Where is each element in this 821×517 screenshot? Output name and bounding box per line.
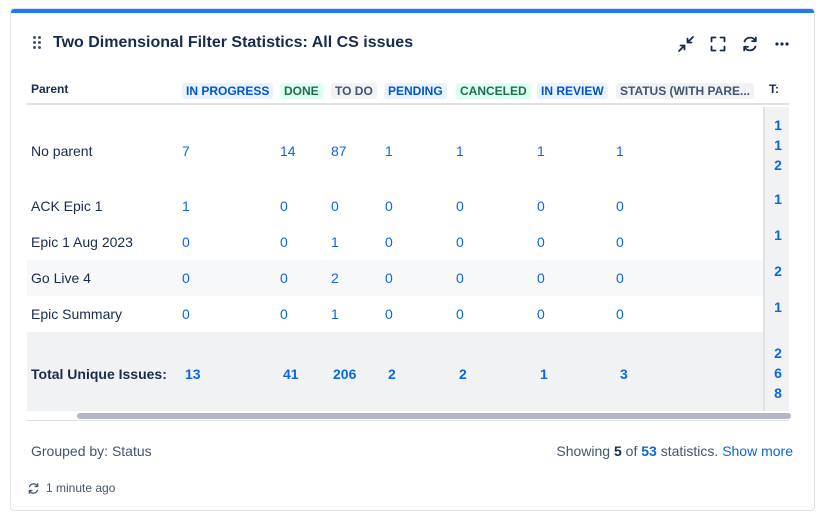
total-value[interactable]: 3 <box>620 366 628 382</box>
cell-value[interactable]: 0 <box>331 198 339 214</box>
cell-value[interactable]: 2 <box>331 270 339 286</box>
scrollbar-thumb[interactable] <box>77 413 791 419</box>
horizontal-scrollbar[interactable] <box>27 411 791 421</box>
cell-value[interactable]: 0 <box>616 198 624 214</box>
row-label: No parent <box>31 143 93 159</box>
row-total-value[interactable]: 1 <box>774 191 782 207</box>
cell-value[interactable]: 0 <box>385 306 393 322</box>
row-total-value[interactable]: 2 <box>774 263 782 279</box>
grand-total-value[interactable]: 268 <box>774 345 782 401</box>
column-header-pending[interactable]: PENDING <box>384 83 447 99</box>
table-row: ACK Epic 1 1 0 0 0 0 0 0 <box>27 188 789 224</box>
cell-value[interactable]: 0 <box>456 234 464 250</box>
table-row: Epic Summary 0 0 1 0 0 0 0 <box>27 296 789 332</box>
totals-label: Total Unique Issues: <box>31 366 167 382</box>
cell-value[interactable]: 0 <box>385 198 393 214</box>
column-header-total: T: <box>769 82 779 96</box>
cell-value[interactable]: 0 <box>456 270 464 286</box>
cell-value[interactable]: 0 <box>537 198 545 214</box>
cell-value[interactable]: 0 <box>456 198 464 214</box>
cell-value[interactable]: 0 <box>182 234 190 250</box>
cell-value[interactable]: 0 <box>456 306 464 322</box>
show-more-link[interactable]: Show more <box>722 443 793 459</box>
cell-value[interactable]: 0 <box>182 306 190 322</box>
last-updated-text: 1 minute ago <box>46 481 116 495</box>
table-row: Epic 1 Aug 2023 0 0 1 0 0 0 0 <box>27 224 789 260</box>
totals-row: Total Unique Issues: 13 41 206 2 2 1 3 <box>27 332 789 411</box>
cell-value[interactable]: 7 <box>182 143 190 159</box>
shown-count: 5 <box>613 443 622 459</box>
last-updated: 1 minute ago <box>27 479 115 497</box>
row-total-value[interactable]: 1 <box>774 227 782 243</box>
table-row: Go Live 4 0 0 2 0 0 0 0 <box>27 260 789 296</box>
column-header-status-with-parent[interactable]: STATUS (WITH PARE... <box>616 83 754 99</box>
row-label: ACK Epic 1 <box>31 198 103 214</box>
cell-value[interactable]: 0 <box>280 198 288 214</box>
cell-value[interactable]: 0 <box>537 270 545 286</box>
cell-value[interactable]: 0 <box>280 306 288 322</box>
cell-value[interactable]: 1 <box>331 306 339 322</box>
table-row: No parent 7 14 87 1 1 1 1 <box>27 107 789 179</box>
more-icon[interactable] <box>771 33 793 55</box>
cell-value[interactable]: 1 <box>537 143 545 159</box>
cell-value[interactable]: 0 <box>385 234 393 250</box>
cell-value[interactable]: 0 <box>280 270 288 286</box>
grouped-by-text: Grouped by: Status <box>31 443 152 459</box>
gadget-header: Two Dimensional Filter Statistics: All C… <box>11 13 814 67</box>
showing-prefix: Showing <box>556 443 611 459</box>
total-value[interactable]: 2 <box>388 366 396 382</box>
cell-value[interactable]: 0 <box>616 270 624 286</box>
total-value[interactable]: 1 <box>540 366 548 382</box>
column-header-to-do[interactable]: TO DO <box>331 83 377 99</box>
statistics-word: statistics. <box>660 443 719 459</box>
gadget-accent-bar <box>11 9 814 13</box>
cell-value[interactable]: 0 <box>385 270 393 286</box>
of-word: of <box>625 443 638 459</box>
filter-statistics-gadget: Two Dimensional Filter Statistics: All C… <box>10 8 815 511</box>
fullscreen-icon[interactable] <box>707 33 729 55</box>
gadget-title: Two Dimensional Filter Statistics: All C… <box>53 34 414 51</box>
gadget-footer: Grouped by: Status Showing 5 of 53 stati… <box>11 435 814 465</box>
column-header-in-review[interactable]: IN REVIEW <box>537 83 608 99</box>
total-column: 112 1 1 2 1 268 <box>763 107 789 411</box>
minimize-icon[interactable] <box>675 33 697 55</box>
column-header-canceled[interactable]: CANCELED <box>456 83 531 99</box>
row-total-value[interactable]: 112 <box>774 117 782 173</box>
cell-value[interactable]: 1 <box>616 143 624 159</box>
row-total-value[interactable]: 1 <box>774 299 782 315</box>
row-header-parent: Parent <box>31 82 69 96</box>
cell-value[interactable]: 0 <box>280 234 288 250</box>
cell-value[interactable]: 0 <box>537 306 545 322</box>
total-value[interactable]: 206 <box>333 366 357 382</box>
cell-value[interactable]: 1 <box>331 234 339 250</box>
refresh-small-icon[interactable] <box>27 482 40 495</box>
total-value[interactable]: 2 <box>459 366 467 382</box>
cell-value[interactable]: 87 <box>331 143 347 159</box>
cell-value[interactable]: 0 <box>182 270 190 286</box>
cell-value[interactable]: 1 <box>182 198 190 214</box>
row-label: Epic 1 Aug 2023 <box>31 234 133 250</box>
cell-value[interactable]: 0 <box>537 234 545 250</box>
statistics-table: Parent IN PROGRESS DONE TO DO PENDING CA… <box>27 75 789 411</box>
cell-value[interactable]: 1 <box>456 143 464 159</box>
table-header-row: Parent IN PROGRESS DONE TO DO PENDING CA… <box>27 75 789 105</box>
column-header-in-progress[interactable]: IN PROGRESS <box>182 83 274 99</box>
cell-value[interactable]: 14 <box>280 143 296 159</box>
showing-summary: Showing 5 of 53 statistics. Show more <box>556 443 793 459</box>
total-statistics-count: 53 <box>641 443 657 459</box>
drag-handle-icon[interactable] <box>33 36 43 50</box>
cell-value[interactable]: 1 <box>385 143 393 159</box>
refresh-icon[interactable] <box>739 33 761 55</box>
total-value[interactable]: 13 <box>185 366 201 382</box>
row-label: Go Live 4 <box>31 270 91 286</box>
cell-value[interactable]: 0 <box>616 234 624 250</box>
row-label: Epic Summary <box>31 306 123 322</box>
cell-value[interactable]: 0 <box>616 306 624 322</box>
column-header-done[interactable]: DONE <box>280 83 323 99</box>
total-value[interactable]: 41 <box>283 366 299 382</box>
